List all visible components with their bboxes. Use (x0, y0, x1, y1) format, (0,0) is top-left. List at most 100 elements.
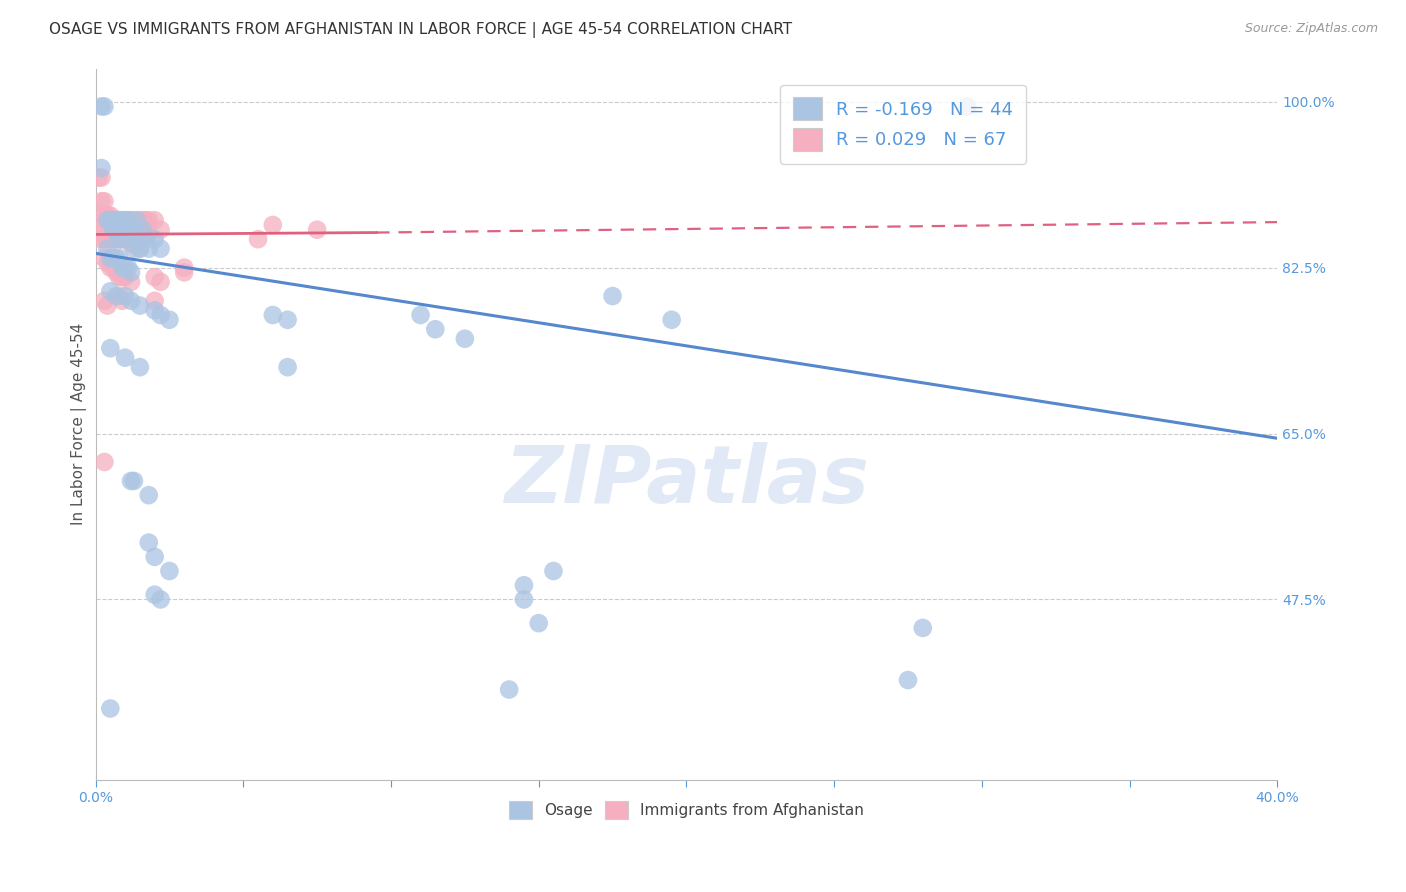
Point (96, 299, 118, 313)
Point (138, 242, 160, 256)
Point (122, 232, 145, 246)
Point (159, 312, 181, 326)
Point (122, 213, 145, 227)
Point (114, 260, 136, 275)
Point (108, 213, 131, 227)
Point (128, 242, 150, 256)
Point (114, 289, 136, 303)
Point (661, 312, 683, 326)
Point (159, 564, 181, 578)
Point (454, 332, 477, 346)
Point (128, 360, 150, 375)
Point (87, 170, 110, 185)
Point (93, 209, 115, 223)
Point (149, 242, 172, 256)
Point (108, 223, 131, 237)
Text: OSAGE VS IMMIGRANTS FROM AFGHANISTAN IN LABOR FORCE | AGE 45-54 CORRELATION CHAR: OSAGE VS IMMIGRANTS FROM AFGHANISTAN IN … (49, 22, 793, 38)
Point (114, 213, 136, 227)
Point (114, 213, 136, 227)
Point (307, 223, 329, 237)
Point (105, 265, 128, 279)
Text: ZIPatlas: ZIPatlas (503, 442, 869, 520)
Point (120, 218, 142, 232)
Point (108, 251, 131, 265)
Point (105, 251, 128, 265)
Point (105, 223, 128, 237)
Point (114, 218, 136, 232)
Point (103, 223, 125, 237)
Point (513, 578, 536, 592)
Point (135, 232, 157, 246)
Point (98, 213, 121, 227)
Point (93, 455, 115, 469)
Point (120, 265, 142, 279)
Point (602, 289, 624, 303)
Point (114, 223, 136, 237)
Point (143, 549, 166, 564)
Point (956, 99, 979, 113)
Point (108, 232, 131, 246)
Text: Source: ZipAtlas.com: Source: ZipAtlas.com (1244, 22, 1378, 36)
Point (114, 270, 136, 285)
Point (132, 223, 155, 237)
Point (96, 209, 118, 223)
Point (108, 218, 131, 232)
Point (143, 588, 166, 602)
Point (108, 289, 131, 303)
Point (143, 293, 166, 308)
Point (96, 213, 118, 227)
Point (90, 232, 112, 246)
Point (122, 474, 145, 488)
Point (138, 488, 160, 502)
Point (120, 293, 142, 308)
Point (125, 218, 148, 232)
Point (513, 592, 536, 607)
Point (897, 673, 920, 687)
Point (138, 227, 160, 242)
Point (93, 209, 115, 223)
Point (105, 213, 128, 227)
Point (138, 213, 160, 227)
Point (543, 564, 565, 578)
Point (111, 213, 134, 227)
Point (103, 232, 125, 246)
Point (143, 270, 166, 285)
Point (111, 293, 134, 308)
Point (98, 260, 121, 275)
Point (105, 289, 128, 303)
Point (111, 270, 134, 285)
Point (103, 260, 125, 275)
Point (114, 232, 136, 246)
Y-axis label: In Labor Force | Age 45-54: In Labor Force | Age 45-54 (72, 323, 87, 525)
Point (425, 322, 447, 336)
Point (98, 341, 121, 355)
Point (143, 303, 166, 318)
Point (114, 351, 136, 365)
Point (111, 223, 134, 237)
Point (93, 293, 115, 308)
Point (262, 308, 284, 322)
Point (120, 223, 142, 237)
Point (87, 223, 110, 237)
Point (105, 213, 128, 227)
Point (111, 218, 134, 232)
Point (103, 213, 125, 227)
Point (409, 308, 432, 322)
Point (173, 260, 195, 275)
Point (93, 194, 115, 209)
Point (143, 232, 166, 246)
Point (149, 275, 172, 289)
Point (120, 213, 142, 227)
Point (98, 232, 121, 246)
Point (117, 223, 139, 237)
Point (90, 161, 112, 175)
Point (149, 308, 172, 322)
Point (149, 223, 172, 237)
Point (103, 218, 125, 232)
Point (527, 616, 550, 631)
Point (125, 213, 148, 227)
Point (111, 213, 134, 227)
Point (96, 232, 118, 246)
Point (96, 256, 118, 270)
Point (90, 194, 112, 209)
